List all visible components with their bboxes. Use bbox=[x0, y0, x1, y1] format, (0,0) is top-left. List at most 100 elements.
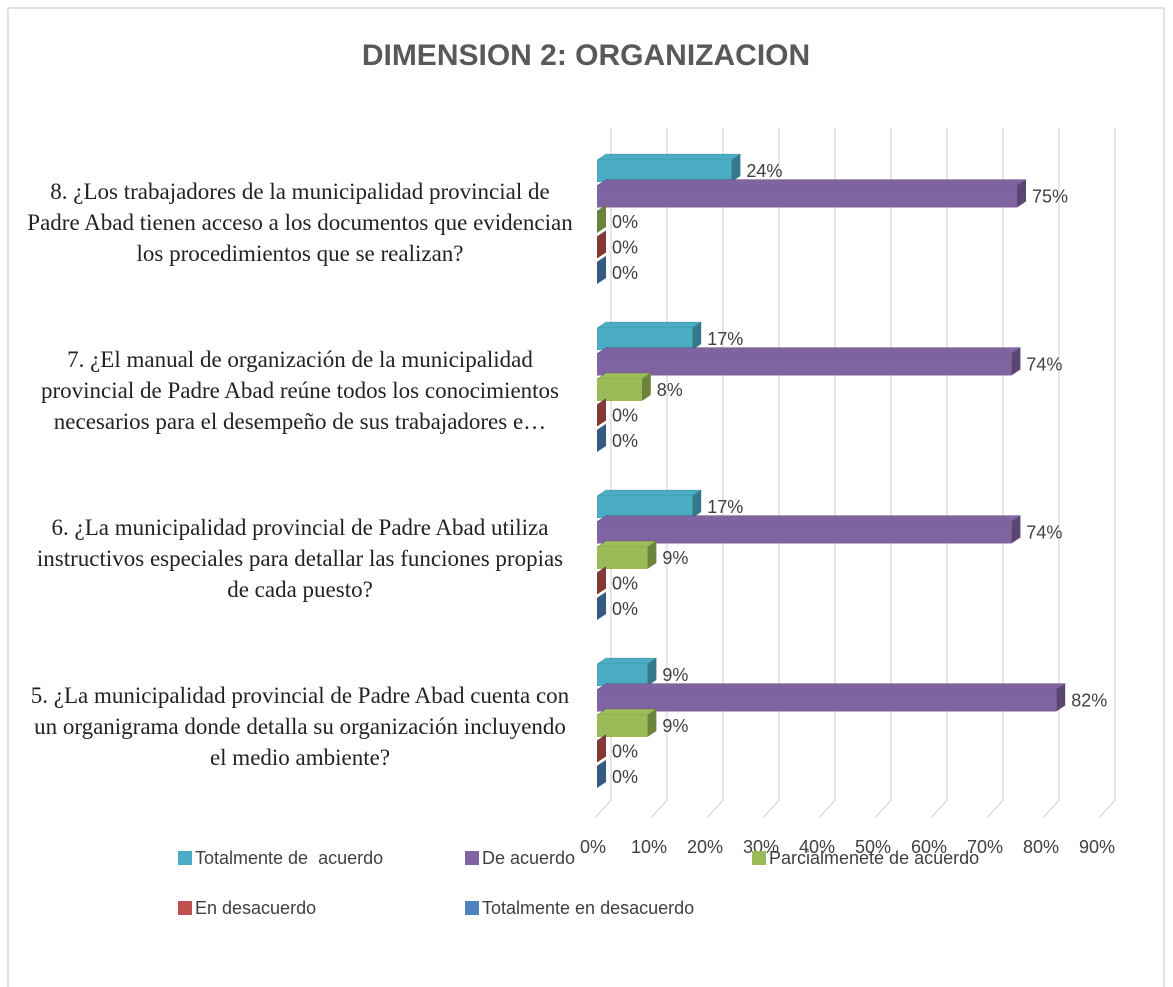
bar-side bbox=[647, 658, 657, 686]
bar-top bbox=[596, 372, 652, 380]
value-label: 0% bbox=[612, 573, 638, 593]
bar-side bbox=[597, 592, 606, 620]
x-tick-label: 0% bbox=[580, 837, 606, 857]
bar bbox=[596, 489, 703, 518]
legend-label: En desacuerdo bbox=[195, 898, 316, 918]
bar-top bbox=[596, 515, 1022, 522]
bar bbox=[596, 372, 652, 401]
bar-top bbox=[596, 489, 703, 497]
bar bbox=[596, 734, 607, 763]
chart-title: DIMENSION 2: ORGANIZACION bbox=[362, 39, 810, 72]
x-tick-label: 50% bbox=[855, 837, 891, 857]
bar bbox=[596, 153, 742, 182]
bar-top bbox=[596, 179, 1027, 186]
value-label: 8% bbox=[657, 380, 683, 400]
bar-top bbox=[596, 153, 742, 161]
bar-side bbox=[692, 322, 702, 350]
bar bbox=[596, 347, 1022, 376]
value-label: 17% bbox=[707, 329, 743, 349]
bar bbox=[596, 759, 607, 788]
bar bbox=[596, 515, 1022, 544]
legend-swatch bbox=[465, 901, 479, 915]
value-label: 9% bbox=[662, 665, 688, 685]
category-label: 6. ¿La municipalidad provincial de Padre… bbox=[36, 514, 564, 602]
x-tick-label: 80% bbox=[1023, 837, 1059, 857]
bar-front bbox=[597, 547, 648, 569]
value-label: 0% bbox=[612, 431, 638, 451]
bar bbox=[596, 540, 658, 569]
bar-front bbox=[597, 353, 1012, 376]
grid-line bbox=[1098, 128, 1116, 819]
bar bbox=[596, 179, 1027, 208]
value-label: 75% bbox=[1032, 186, 1068, 206]
bar-side bbox=[692, 490, 702, 518]
value-label: 0% bbox=[612, 237, 638, 257]
bar-side bbox=[1011, 515, 1021, 544]
category-label: 8. ¿Los trabajadores de la municipalidad… bbox=[27, 178, 573, 266]
bar bbox=[596, 566, 607, 595]
bar-side bbox=[1056, 683, 1066, 712]
bar-side bbox=[597, 398, 606, 427]
legend-label: De acuerdo bbox=[482, 848, 575, 868]
bar-side bbox=[731, 154, 741, 182]
x-tick-label: 70% bbox=[967, 837, 1003, 857]
bar-front bbox=[597, 715, 648, 737]
x-tick-label: 60% bbox=[911, 837, 947, 857]
value-label: 74% bbox=[1026, 522, 1062, 542]
bar-front bbox=[597, 328, 693, 350]
bar-side bbox=[597, 205, 606, 233]
bar-side bbox=[597, 230, 606, 259]
legend-label: Totalmente de acuerdo bbox=[195, 848, 383, 868]
legend-swatch bbox=[178, 901, 192, 915]
bar-front bbox=[597, 521, 1012, 544]
value-label: 0% bbox=[612, 212, 638, 232]
bar bbox=[596, 398, 607, 427]
bar bbox=[596, 591, 607, 620]
value-label: 9% bbox=[662, 548, 688, 568]
bar bbox=[596, 204, 607, 233]
bar-top bbox=[596, 321, 703, 329]
bar-top bbox=[596, 657, 658, 665]
legend-swatch bbox=[178, 851, 192, 865]
legend-label: Totalmente en desacuerdo bbox=[482, 898, 694, 918]
bar bbox=[596, 423, 607, 452]
bar-front bbox=[597, 664, 648, 686]
bar-side bbox=[641, 373, 651, 401]
bar-side bbox=[1011, 347, 1021, 376]
bar-front bbox=[597, 379, 642, 401]
bar-top bbox=[596, 708, 658, 716]
bar bbox=[596, 683, 1067, 712]
bar-front bbox=[597, 185, 1017, 208]
bar-side bbox=[597, 566, 606, 595]
bar bbox=[596, 708, 658, 737]
legend-label: Parcialmenete de acuerdo bbox=[769, 848, 979, 868]
x-tick-label: 90% bbox=[1079, 837, 1115, 857]
bar-side bbox=[597, 760, 606, 788]
grid-line bbox=[1042, 128, 1060, 819]
bar-top bbox=[596, 683, 1067, 690]
value-label: 74% bbox=[1026, 354, 1062, 374]
value-label: 17% bbox=[707, 497, 743, 517]
bar-side bbox=[647, 709, 657, 737]
value-label: 82% bbox=[1071, 690, 1107, 710]
bar-top bbox=[596, 540, 658, 548]
bar-front bbox=[597, 689, 1057, 712]
value-label: 0% bbox=[612, 767, 638, 787]
bar bbox=[596, 255, 607, 284]
value-label: 0% bbox=[612, 741, 638, 761]
value-label: 0% bbox=[612, 263, 638, 283]
bar bbox=[596, 230, 607, 259]
legend-swatch bbox=[752, 851, 766, 865]
value-label: 24% bbox=[746, 161, 782, 181]
bar-side bbox=[597, 734, 606, 763]
x-tick-label: 30% bbox=[743, 837, 779, 857]
value-label: 0% bbox=[612, 405, 638, 425]
bar bbox=[596, 321, 703, 350]
bar-side bbox=[597, 256, 606, 284]
x-tick-label: 40% bbox=[799, 837, 835, 857]
value-label: 0% bbox=[612, 599, 638, 619]
bar-side bbox=[647, 541, 657, 569]
x-tick-label: 20% bbox=[687, 837, 723, 857]
